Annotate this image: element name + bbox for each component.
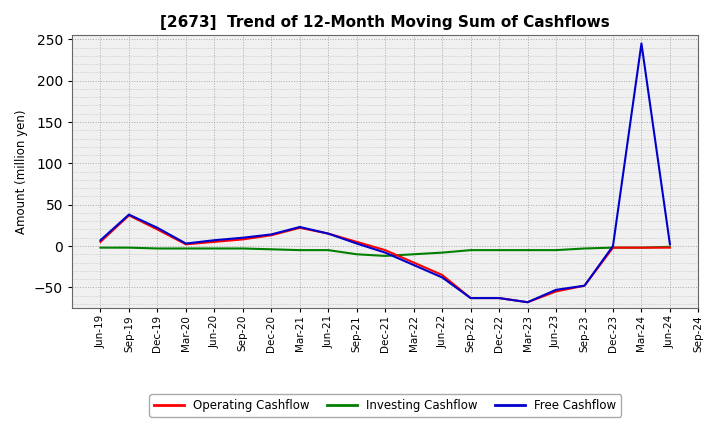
Legend: Operating Cashflow, Investing Cashflow, Free Cashflow: Operating Cashflow, Investing Cashflow, … xyxy=(149,394,621,417)
Title: [2673]  Trend of 12-Month Moving Sum of Cashflows: [2673] Trend of 12-Month Moving Sum of C… xyxy=(161,15,610,30)
Y-axis label: Amount (million yen): Amount (million yen) xyxy=(15,110,28,234)
